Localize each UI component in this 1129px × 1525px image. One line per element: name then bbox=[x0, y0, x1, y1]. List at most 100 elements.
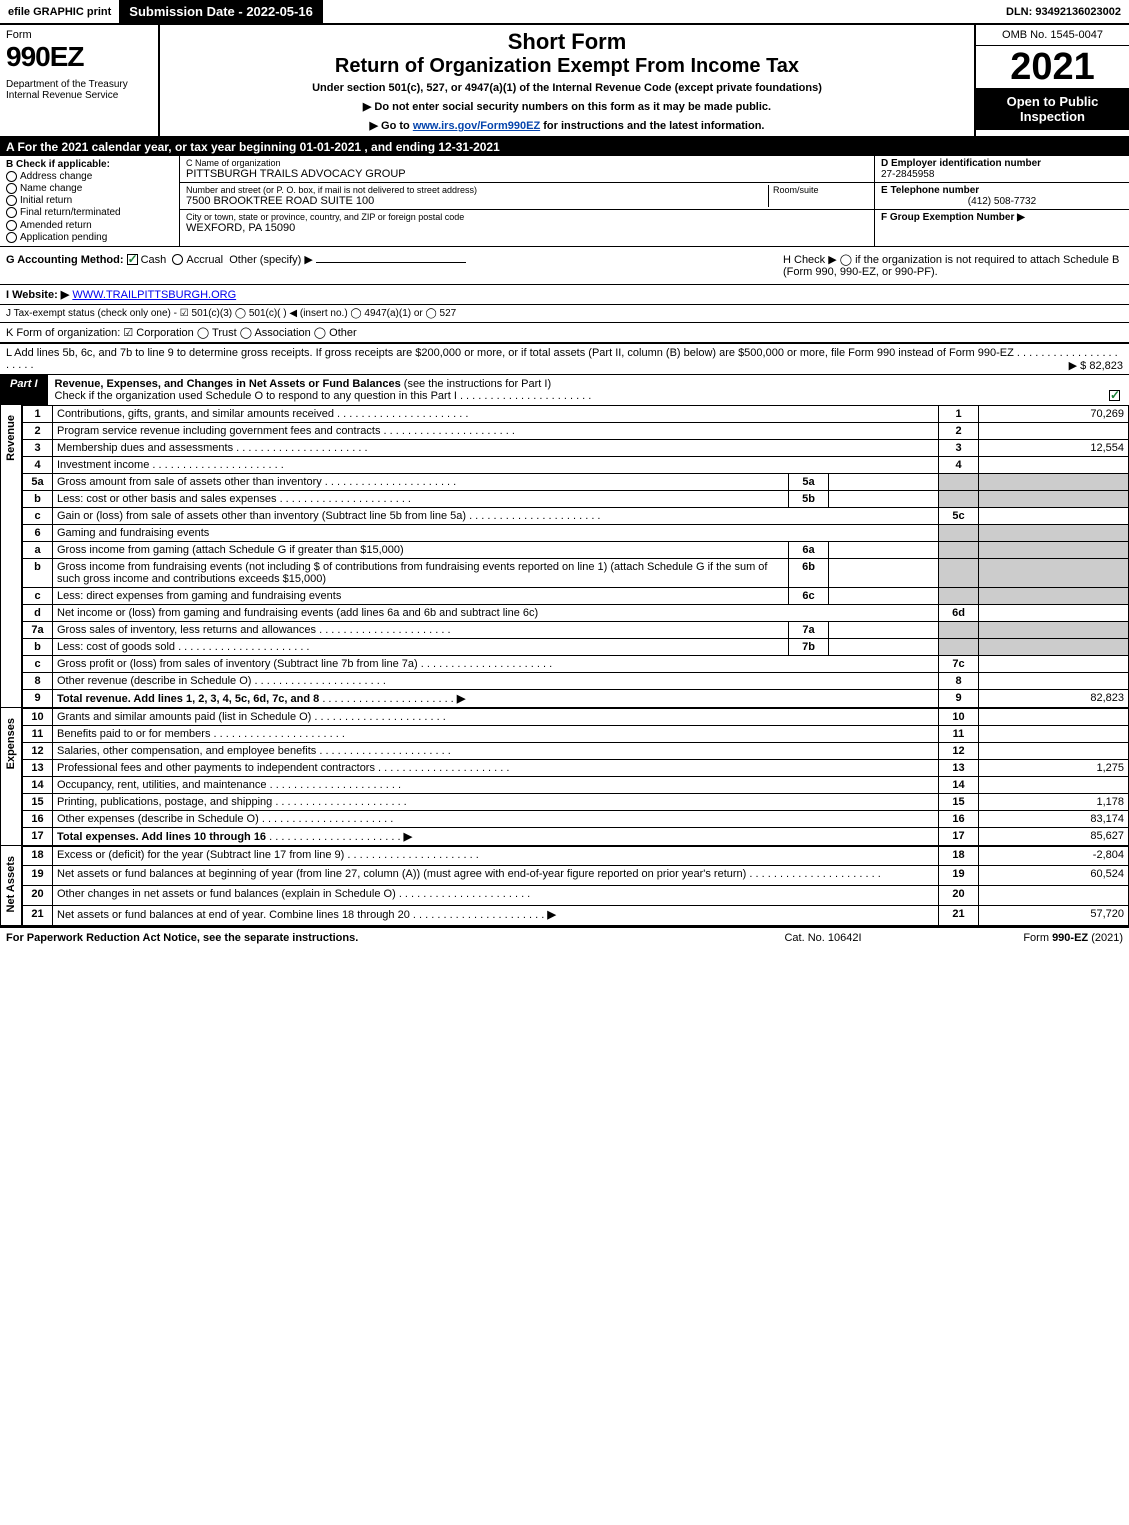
l10-rn: 10 bbox=[939, 708, 979, 725]
opt-cash: Cash bbox=[141, 254, 167, 266]
line-4: 4Investment income4 bbox=[23, 456, 1129, 473]
l12-dots bbox=[316, 745, 450, 757]
l4-dots bbox=[149, 459, 283, 471]
instr-goto-pre: ▶ Go to bbox=[370, 120, 413, 132]
l6d-n: d bbox=[23, 604, 53, 621]
i-label: I Website: ▶ bbox=[6, 289, 69, 301]
part1-header: Part I Revenue, Expenses, and Changes in… bbox=[0, 375, 1129, 405]
l18-rn: 18 bbox=[939, 846, 979, 866]
street-lbl: Number and street (or P. O. box, if mail… bbox=[186, 185, 768, 195]
l5b-subamt bbox=[829, 490, 939, 507]
line-13: 13Professional fees and other payments t… bbox=[23, 759, 1129, 776]
l7c-dots bbox=[418, 658, 552, 670]
l7b-sub: 7b bbox=[789, 638, 829, 655]
l10-dots bbox=[311, 711, 445, 723]
l7c-n: c bbox=[23, 655, 53, 672]
irs-link[interactable]: www.irs.gov/Form990EZ bbox=[413, 120, 540, 132]
l9-d: Total revenue. Add lines 1, 2, 3, 4, 5c,… bbox=[57, 693, 319, 705]
part1-check[interactable] bbox=[1109, 390, 1120, 401]
l19-rn: 19 bbox=[939, 866, 979, 886]
form-title-block: Short Form Return of Organization Exempt… bbox=[160, 25, 974, 136]
l20-dots bbox=[396, 888, 530, 900]
l13-dots bbox=[375, 762, 509, 774]
l1-n: 1 bbox=[23, 405, 53, 422]
other-blank[interactable] bbox=[316, 262, 466, 263]
l7b-d: Less: cost of goods sold bbox=[57, 641, 175, 653]
l12-rn: 12 bbox=[939, 742, 979, 759]
chk-cash[interactable] bbox=[127, 254, 138, 265]
l5a-rn bbox=[939, 473, 979, 490]
l6b-amt bbox=[979, 558, 1129, 587]
chk-pending[interactable]: Application pending bbox=[6, 232, 173, 243]
netassets-vlabel: Net Assets bbox=[0, 846, 22, 926]
l13-rn: 13 bbox=[939, 759, 979, 776]
chk-accrual[interactable] bbox=[172, 254, 183, 265]
l12-amt bbox=[979, 742, 1129, 759]
l18-n: 18 bbox=[23, 846, 53, 866]
l19-dots bbox=[746, 868, 880, 880]
line-5b: bLess: cost or other basis and sales exp… bbox=[23, 490, 1129, 507]
d-cell: D Employer identification number 27-2845… bbox=[875, 156, 1129, 183]
l3-d: Membership dues and assessments bbox=[57, 442, 233, 454]
l15-n: 15 bbox=[23, 793, 53, 810]
l4-amt bbox=[979, 456, 1129, 473]
line-7a: 7aGross sales of inventory, less returns… bbox=[23, 621, 1129, 638]
l7a-d: Gross sales of inventory, less returns a… bbox=[57, 624, 316, 636]
l5c-dots bbox=[466, 510, 600, 522]
l7b-rn bbox=[939, 638, 979, 655]
l3-amt: 12,554 bbox=[979, 439, 1129, 456]
netassets-vlabel-text: Net Assets bbox=[5, 846, 17, 922]
part1-dots bbox=[460, 390, 591, 402]
l17-d: Total expenses. Add lines 10 through 16 bbox=[57, 831, 266, 843]
city-lbl: City or town, state or province, country… bbox=[186, 212, 868, 222]
l16-rn: 16 bbox=[939, 810, 979, 827]
l14-n: 14 bbox=[23, 776, 53, 793]
l4-d: Investment income bbox=[57, 459, 149, 471]
footer-right: Form 990-EZ (2021) bbox=[923, 932, 1123, 944]
line-19: 19Net assets or fund balances at beginni… bbox=[23, 866, 1129, 886]
chk-initial[interactable]: Initial return bbox=[6, 195, 173, 206]
l17-dots bbox=[266, 831, 400, 843]
line-10: 10Grants and similar amounts paid (list … bbox=[23, 708, 1129, 725]
chk-name[interactable]: Name change bbox=[6, 183, 173, 194]
line-21: 21Net assets or fund balances at end of … bbox=[23, 905, 1129, 926]
l20-rn: 20 bbox=[939, 885, 979, 905]
l20-d: Other changes in net assets or fund bala… bbox=[57, 888, 396, 900]
l8-rn: 8 bbox=[939, 672, 979, 689]
part1-note: (see the instructions for Part I) bbox=[401, 378, 551, 390]
g-block: G Accounting Method: Cash Accrual Other … bbox=[6, 253, 783, 278]
l-amount: ▶ $ 82,823 bbox=[1069, 359, 1123, 372]
l5b-amt bbox=[979, 490, 1129, 507]
chk-address[interactable]: Address change bbox=[6, 171, 173, 182]
f-cell: F Group Exemption Number ▶ bbox=[875, 210, 1129, 225]
l19-n: 19 bbox=[23, 866, 53, 886]
expenses-vlabel: Expenses bbox=[0, 708, 22, 846]
opt-other: Other (specify) ▶ bbox=[229, 254, 313, 266]
instr-ssn: ▶ Do not enter social security numbers o… bbox=[168, 100, 966, 113]
l8-d: Other revenue (describe in Schedule O) bbox=[57, 675, 251, 687]
l6c-amt bbox=[979, 587, 1129, 604]
l20-n: 20 bbox=[23, 885, 53, 905]
tax-year: 2021 bbox=[976, 46, 1129, 88]
line-18: 18Excess or (deficit) for the year (Subt… bbox=[23, 846, 1129, 866]
under-section: Under section 501(c), 527, or 4947(a)(1)… bbox=[168, 82, 966, 94]
efile-label: efile GRAPHIC print bbox=[0, 3, 119, 21]
l5c-rn: 5c bbox=[939, 507, 979, 524]
g-label: G Accounting Method: bbox=[6, 254, 124, 266]
l21-arrow: ▶ bbox=[547, 909, 555, 921]
city-val: WEXFORD, PA 15090 bbox=[186, 222, 868, 234]
l2-rn: 2 bbox=[939, 422, 979, 439]
l5b-n: b bbox=[23, 490, 53, 507]
l5a-n: 5a bbox=[23, 473, 53, 490]
submission-date: Submission Date - 2022-05-16 bbox=[119, 0, 323, 23]
line-3: 3Membership dues and assessments312,554 bbox=[23, 439, 1129, 456]
l4-n: 4 bbox=[23, 456, 53, 473]
l7b-dots bbox=[175, 641, 309, 653]
l12-n: 12 bbox=[23, 742, 53, 759]
chk-final[interactable]: Final return/terminated bbox=[6, 207, 173, 218]
l14-dots bbox=[267, 779, 401, 791]
website-link[interactable]: WWW.TRAILPITTSBURGH.ORG bbox=[72, 289, 236, 301]
revenue-vlabel-text: Revenue bbox=[5, 405, 17, 471]
chk-amended[interactable]: Amended return bbox=[6, 220, 173, 231]
l15-d: Printing, publications, postage, and shi… bbox=[57, 796, 272, 808]
